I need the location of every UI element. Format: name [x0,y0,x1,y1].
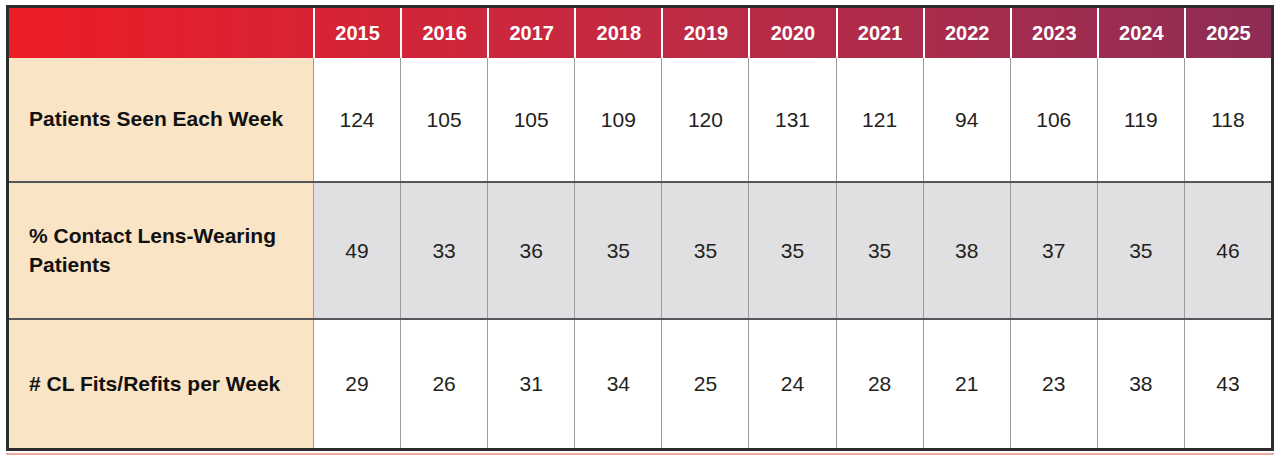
year-header-2020: 2020 [748,8,835,58]
bottom-accent-line [6,453,1274,455]
page: 2015 2016 2017 2018 2019 2020 2021 2022 … [0,0,1280,457]
year-header-2022: 2022 [923,8,1010,58]
data-cell-fits-2021: 28 [836,320,923,448]
year-header-2025: 2025 [1184,8,1271,58]
table-header-row: 2015 2016 2017 2018 2019 2020 2021 2022 … [9,8,1271,58]
data-cell-clpct-2020: 35 [748,183,835,318]
year-header-2017: 2017 [487,8,574,58]
data-cell-fits-2015: 29 [313,320,400,448]
data-cell-patients-2025: 118 [1184,58,1271,181]
table-row-cl-fits: # CL Fits/Refits per Week 29 26 31 34 25… [9,318,1271,448]
data-cell-clpct-2018: 35 [574,183,661,318]
data-cell-fits-2024: 38 [1097,320,1184,448]
data-cell-fits-2017: 31 [487,320,574,448]
data-cell-patients-2015: 124 [313,58,400,181]
data-cell-patients-2022: 94 [923,58,1010,181]
data-cell-patients-2021: 121 [836,58,923,181]
data-cell-patients-2017: 105 [487,58,574,181]
year-header-2016: 2016 [400,8,487,58]
data-cell-fits-2019: 25 [661,320,748,448]
data-cell-fits-2025: 43 [1184,320,1271,448]
data-cell-fits-2018: 34 [574,320,661,448]
header-corner-cell [9,8,313,58]
data-cell-patients-2020: 131 [748,58,835,181]
data-cell-fits-2023: 23 [1010,320,1097,448]
year-header-2024: 2024 [1097,8,1184,58]
data-cell-clpct-2023: 37 [1010,183,1097,318]
year-header-2015: 2015 [313,8,400,58]
data-cell-patients-2024: 119 [1097,58,1184,181]
row-label-cl-fits: # CL Fits/Refits per Week [9,320,313,448]
row-label-cl-wearing-pct: % Contact Lens-Wearing Patients [9,183,313,318]
data-cell-clpct-2021: 35 [836,183,923,318]
year-header-2018: 2018 [574,8,661,58]
year-header-2019: 2019 [661,8,748,58]
data-cell-clpct-2016: 33 [400,183,487,318]
practice-statistics-table: 2015 2016 2017 2018 2019 2020 2021 2022 … [6,5,1274,451]
data-cell-fits-2020: 24 [748,320,835,448]
year-header-2021: 2021 [836,8,923,58]
data-cell-fits-2016: 26 [400,320,487,448]
data-cell-patients-2023: 106 [1010,58,1097,181]
data-cell-clpct-2015: 49 [313,183,400,318]
data-cell-clpct-2024: 35 [1097,183,1184,318]
year-header-2023: 2023 [1010,8,1097,58]
data-cell-patients-2018: 109 [574,58,661,181]
table-row-cl-wearing-pct: % Contact Lens-Wearing Patients 49 33 36… [9,181,1271,318]
data-cell-clpct-2022: 38 [923,183,1010,318]
row-label-patients-seen: Patients Seen Each Week [9,58,313,181]
data-cell-fits-2022: 21 [923,320,1010,448]
data-cell-patients-2016: 105 [400,58,487,181]
data-cell-patients-2019: 120 [661,58,748,181]
data-cell-clpct-2017: 36 [487,183,574,318]
data-cell-clpct-2025: 46 [1184,183,1271,318]
data-cell-clpct-2019: 35 [661,183,748,318]
table-row-patients-seen: Patients Seen Each Week 124 105 105 109 … [9,58,1271,181]
